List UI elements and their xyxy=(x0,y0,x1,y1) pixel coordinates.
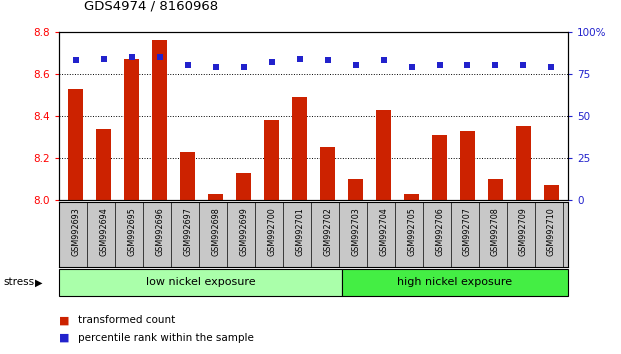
Point xyxy=(379,58,389,63)
Text: GSM992696: GSM992696 xyxy=(155,207,164,256)
Text: GSM992701: GSM992701 xyxy=(295,207,304,256)
Text: GSM992703: GSM992703 xyxy=(351,207,360,256)
Text: GSM992705: GSM992705 xyxy=(407,207,416,256)
Point xyxy=(238,64,248,70)
Bar xyxy=(460,131,475,200)
Text: percentile rank within the sample: percentile rank within the sample xyxy=(78,333,253,343)
Bar xyxy=(544,185,559,200)
Text: GSM992697: GSM992697 xyxy=(183,207,192,256)
Bar xyxy=(96,129,111,200)
Text: stress: stress xyxy=(3,277,34,287)
Text: GSM992693: GSM992693 xyxy=(71,207,80,256)
Point xyxy=(491,63,501,68)
Point xyxy=(155,54,165,60)
Text: low nickel exposure: low nickel exposure xyxy=(146,277,255,287)
Bar xyxy=(264,120,279,200)
Point xyxy=(435,63,445,68)
Point xyxy=(519,63,528,68)
Text: ■: ■ xyxy=(59,333,70,343)
Point xyxy=(127,54,137,60)
Point xyxy=(323,58,333,63)
Bar xyxy=(68,88,83,200)
Point xyxy=(351,63,361,68)
Text: GSM992707: GSM992707 xyxy=(463,207,472,256)
Point xyxy=(183,63,193,68)
Text: GSM992708: GSM992708 xyxy=(491,207,500,256)
Bar xyxy=(208,194,224,200)
Text: GDS4974 / 8160968: GDS4974 / 8160968 xyxy=(84,0,218,12)
Point xyxy=(71,58,81,63)
Point xyxy=(463,63,473,68)
Text: GSM992709: GSM992709 xyxy=(519,207,528,256)
Text: GSM992702: GSM992702 xyxy=(323,207,332,256)
Bar xyxy=(59,269,342,296)
Point xyxy=(211,64,220,70)
Bar xyxy=(152,40,168,200)
Text: GSM992704: GSM992704 xyxy=(379,207,388,256)
Bar xyxy=(432,135,447,200)
Text: GSM992706: GSM992706 xyxy=(435,207,444,256)
Bar xyxy=(292,97,307,200)
Text: ■: ■ xyxy=(59,315,70,325)
Text: high nickel exposure: high nickel exposure xyxy=(397,277,512,287)
Point xyxy=(407,64,417,70)
Text: GSM992694: GSM992694 xyxy=(99,207,108,256)
Bar xyxy=(404,194,419,200)
Bar xyxy=(342,269,568,296)
Text: GSM992698: GSM992698 xyxy=(211,207,220,256)
Bar xyxy=(516,126,531,200)
Point xyxy=(266,59,276,65)
Text: GSM992700: GSM992700 xyxy=(267,207,276,256)
Text: GSM992699: GSM992699 xyxy=(239,207,248,256)
Text: GSM992710: GSM992710 xyxy=(547,207,556,256)
Point xyxy=(294,56,304,62)
Text: transformed count: transformed count xyxy=(78,315,175,325)
Bar xyxy=(487,179,503,200)
Bar xyxy=(320,148,335,200)
Bar xyxy=(348,179,363,200)
Point xyxy=(546,64,556,70)
Bar xyxy=(124,59,140,200)
Bar xyxy=(236,173,252,200)
Point xyxy=(99,56,109,62)
Text: GSM992695: GSM992695 xyxy=(127,207,136,256)
Text: ▶: ▶ xyxy=(35,277,43,287)
Bar xyxy=(376,110,391,200)
Bar xyxy=(180,152,196,200)
